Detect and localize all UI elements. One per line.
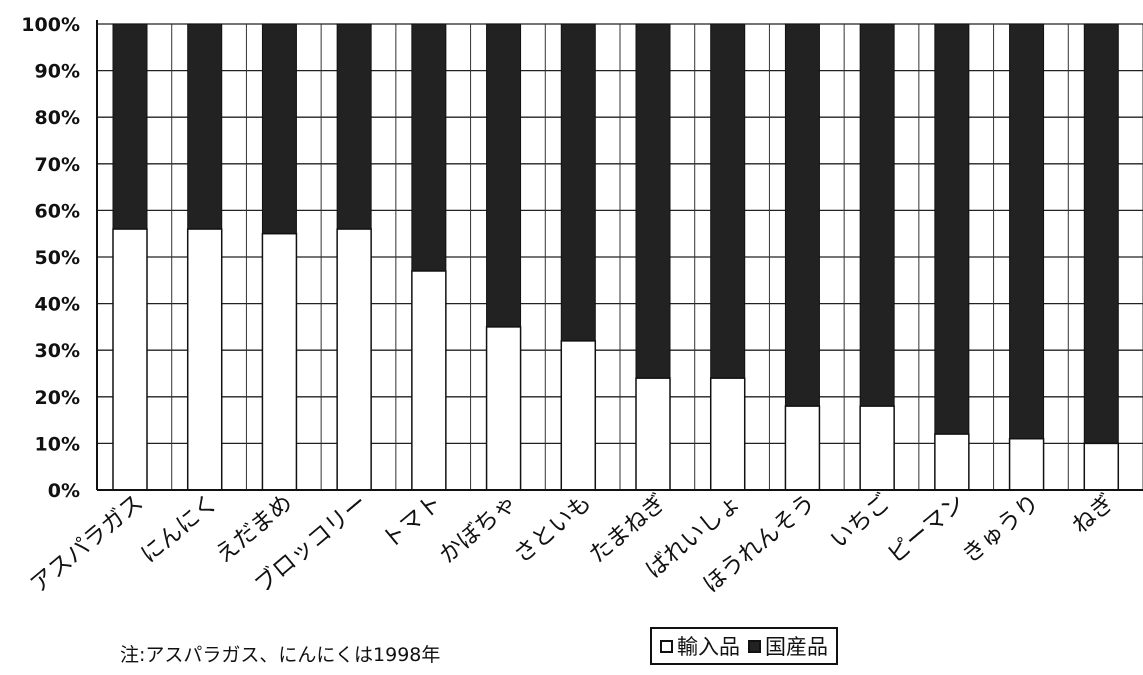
y-tick-label: 60% bbox=[35, 200, 80, 222]
bar-imported-9 bbox=[709, 377, 746, 491]
bar-domestic-9 bbox=[710, 23, 746, 379]
bar-domestic-1 bbox=[112, 23, 148, 230]
bar-imported-13 bbox=[1008, 437, 1045, 491]
bar-imported-12 bbox=[934, 433, 970, 491]
legend-swatch-domestic bbox=[748, 639, 761, 653]
bar-imported-6 bbox=[485, 326, 522, 491]
y-tick-labels: 0% 10% 20% 30% 40% 50% 60% 70% 80% 90% 100% bbox=[21, 14, 80, 502]
bar-domestic-8 bbox=[635, 23, 671, 379]
y-tick-label: 100% bbox=[21, 14, 80, 36]
bar-imported-3 bbox=[261, 232, 298, 491]
bar-imported-1 bbox=[112, 228, 148, 491]
bar-domestic-2 bbox=[187, 23, 223, 230]
legend-item-imported: 輸入品 bbox=[660, 631, 740, 661]
axes bbox=[96, 20, 1143, 491]
x-tick-label: いちご bbox=[826, 490, 896, 554]
bar-imported-7 bbox=[560, 340, 597, 491]
bar-domestic-3 bbox=[261, 23, 297, 235]
x-tick-label: トマト bbox=[378, 490, 448, 554]
bar-imported-14 bbox=[1083, 442, 1120, 491]
bar-imported-11 bbox=[859, 405, 895, 491]
y-tick-label: 10% bbox=[35, 433, 80, 455]
legend: 輸入品 国産品 bbox=[650, 627, 838, 665]
bar-imported-2 bbox=[186, 228, 223, 491]
y-tick-label: 50% bbox=[35, 247, 80, 269]
bar-imported-8 bbox=[635, 377, 671, 491]
gridlines bbox=[96, 23, 1143, 490]
y-tick-label: 90% bbox=[35, 61, 80, 83]
y-tick-label: 80% bbox=[35, 107, 80, 129]
x-tick-label: さといも bbox=[509, 490, 596, 569]
x-tick-label: にんにく bbox=[136, 490, 223, 569]
bar-domestic-11 bbox=[859, 23, 895, 407]
bar-domestic-14 bbox=[1083, 23, 1119, 444]
bar-domestic-4 bbox=[336, 23, 372, 230]
legend-label-imported: 輸入品 bbox=[677, 635, 740, 659]
x-tick-label: かぼちゃ bbox=[435, 490, 522, 569]
x-tick-label: ねぎ bbox=[1068, 490, 1120, 539]
bar-imported-10 bbox=[784, 405, 821, 491]
bar-domestic-13 bbox=[1009, 23, 1045, 440]
x-tick-label: アスパラガス bbox=[26, 490, 148, 599]
x-tick-label: きゅうり bbox=[958, 490, 1045, 569]
bar-domestic-6 bbox=[486, 23, 522, 328]
bar-domestic-12 bbox=[934, 23, 970, 435]
bar-imported-5 bbox=[411, 270, 447, 491]
legend-swatch-imported bbox=[660, 639, 673, 653]
y-tick-label: 20% bbox=[35, 387, 80, 409]
bar-imported-4 bbox=[336, 228, 372, 491]
bars bbox=[112, 23, 1120, 491]
bar-domestic-7 bbox=[560, 23, 596, 342]
y-tick-label: 40% bbox=[35, 294, 80, 316]
bar-domestic-5 bbox=[411, 23, 447, 272]
y-tick-label: 0% bbox=[48, 480, 80, 502]
bar-domestic-10 bbox=[784, 23, 820, 407]
chart-note: 注:アスパラガス、にんにくは1998年 bbox=[120, 644, 441, 666]
legend-label-domestic: 国産品 bbox=[765, 635, 828, 659]
y-tick-label: 30% bbox=[35, 340, 80, 362]
x-tick-label: ピーマン bbox=[883, 490, 970, 569]
y-tick-label: 70% bbox=[35, 154, 80, 176]
legend-item-domestic: 国産品 bbox=[748, 631, 828, 661]
